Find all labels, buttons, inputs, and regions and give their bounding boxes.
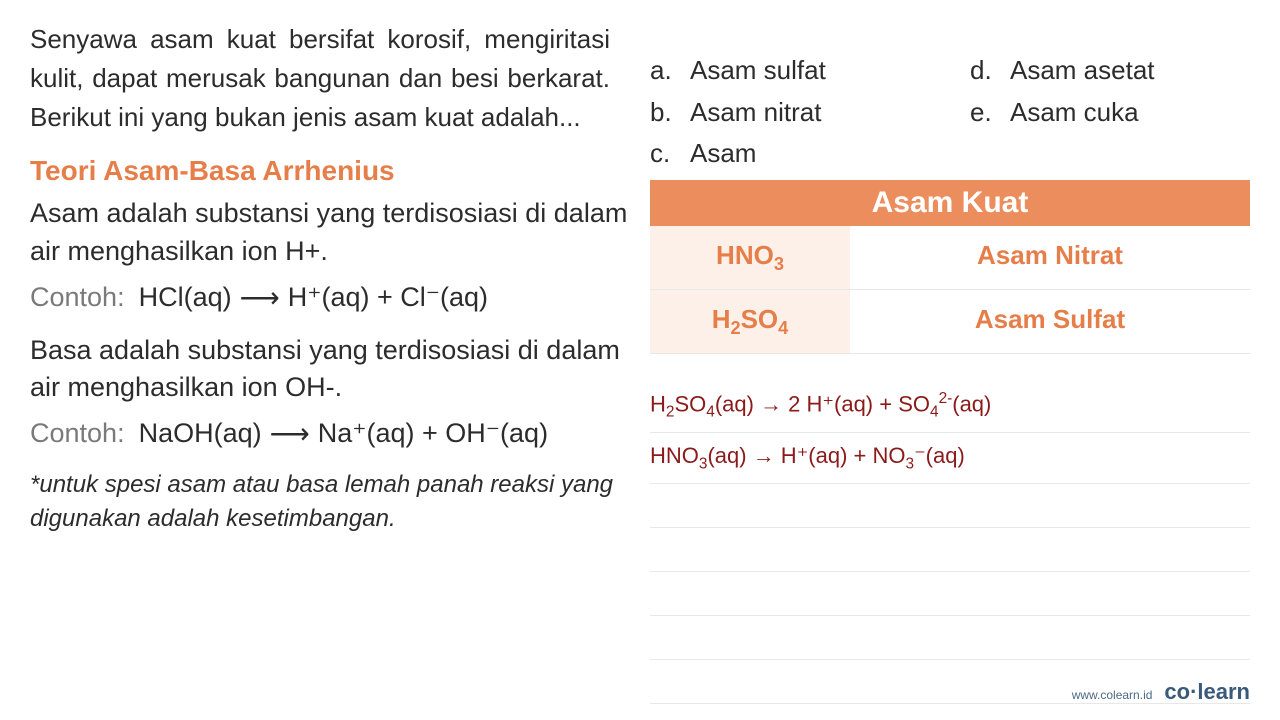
note-text: *untuk spesi asam atau basa lemah panah … xyxy=(30,468,620,535)
option-text: Asam sulfat xyxy=(690,50,826,92)
arrow-icon: ⟶ xyxy=(270,417,310,450)
footer-logo: co·learn xyxy=(1164,679,1250,705)
option-letter: c. xyxy=(650,133,690,175)
option-text: Asam xyxy=(690,133,756,175)
option-text: Asam asetat xyxy=(1010,50,1155,92)
asam-definition: Asam adalah substansi yang terdisosiasi … xyxy=(30,195,640,271)
reaction-line: HNO3(aq) → H⁺(aq) + NO3⁻(aq) xyxy=(650,433,1250,484)
option-d: d. Asam asetat xyxy=(970,50,1155,92)
empty-line xyxy=(650,484,1250,528)
options-list: a. Asam sulfat d. Asam asetat b. Asam ni… xyxy=(650,50,1155,175)
empty-line xyxy=(650,528,1250,572)
equation-left: HCl(aq) xyxy=(139,282,232,313)
option-letter: e. xyxy=(970,92,1010,134)
basa-definition: Basa adalah substansi yang terdisosiasi … xyxy=(30,332,640,408)
reactions-list: H2SO4(aq) → 2 H⁺(aq) + SO42-(aq) HNO3(aq… xyxy=(650,380,1250,704)
option-text: Asam cuka xyxy=(1010,92,1139,134)
arrow-icon: ⟶ xyxy=(240,281,280,314)
empty-line xyxy=(650,572,1250,616)
contoh-label: Contoh: xyxy=(30,282,125,313)
option-c: c. Asam xyxy=(650,133,970,175)
question-text: Senyawa asam kuat bersifat korosif, meng… xyxy=(30,20,610,137)
table-row: HNO3 Asam Nitrat xyxy=(650,226,1250,290)
table-header: Asam Kuat xyxy=(650,180,1250,226)
footer-url: www.colearn.id xyxy=(1072,688,1153,702)
formula-cell: H2SO4 xyxy=(650,290,850,353)
option-a: a. Asam sulfat xyxy=(650,50,970,92)
table-row: H2SO4 Asam Sulfat xyxy=(650,290,1250,354)
equation-left: NaOH(aq) xyxy=(139,418,262,449)
empty-line xyxy=(650,616,1250,660)
option-letter: d. xyxy=(970,50,1010,92)
name-cell: Asam Nitrat xyxy=(850,226,1250,289)
reaction-line: H2SO4(aq) → 2 H⁺(aq) + SO42-(aq) xyxy=(650,380,1250,433)
footer: www.colearn.id co·learn xyxy=(1072,679,1250,705)
equation-right: H⁺(aq) + Cl⁻(aq) xyxy=(288,282,488,313)
option-b: b. Asam nitrat xyxy=(650,92,970,134)
contoh-label: Contoh: xyxy=(30,418,125,449)
name-cell: Asam Sulfat xyxy=(850,290,1250,353)
option-letter: b. xyxy=(650,92,690,134)
option-text: Asam nitrat xyxy=(690,92,822,134)
formula-cell: HNO3 xyxy=(650,226,850,289)
asam-kuat-table: Asam Kuat HNO3 Asam Nitrat H2SO4 Asam Su… xyxy=(650,180,1250,354)
equation-right: Na⁺(aq) + OH⁻(aq) xyxy=(318,418,548,449)
option-e: e. Asam cuka xyxy=(970,92,1139,134)
option-letter: a. xyxy=(650,50,690,92)
